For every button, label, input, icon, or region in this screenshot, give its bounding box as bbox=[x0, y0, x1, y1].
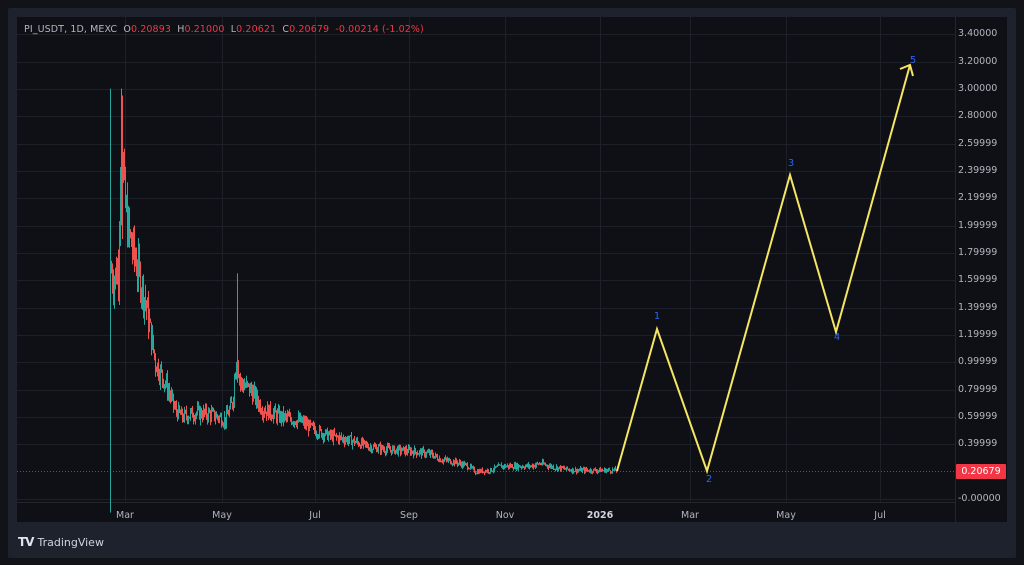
wave-label-4: 4 bbox=[833, 332, 841, 343]
change-value: -0.00214 (-1.02%) bbox=[335, 24, 424, 35]
wave-label-3: 3 bbox=[787, 158, 795, 169]
horizontal-gridlines bbox=[17, 34, 955, 500]
time-tick-label: Jul bbox=[309, 510, 321, 521]
price-tick-label: 0.59999 bbox=[958, 411, 998, 422]
price-tick-label: 2.19999 bbox=[958, 192, 998, 203]
candlestick-series bbox=[110, 88, 617, 513]
time-tick-label: Mar bbox=[116, 510, 134, 521]
price-tick-label: 3.20000 bbox=[958, 56, 998, 67]
time-tick-label: Sep bbox=[400, 510, 418, 521]
price-tick-label: 1.39999 bbox=[958, 302, 998, 313]
price-tick-label: 1.99999 bbox=[958, 220, 998, 231]
price-tick-label: 2.39999 bbox=[958, 165, 998, 176]
chart-panel[interactable] bbox=[17, 17, 1007, 522]
tradingview-branding[interactable]: TV TradingView bbox=[18, 535, 104, 549]
price-tick-label: 1.59999 bbox=[958, 274, 998, 285]
wave-label-2: 2 bbox=[705, 474, 713, 485]
price-tick-label: 1.79999 bbox=[958, 247, 998, 258]
open-label: O bbox=[123, 24, 131, 35]
time-tick-label: 2026 bbox=[586, 510, 614, 521]
price-tick-label: 2.80000 bbox=[958, 110, 998, 121]
tradingview-logo-icon: TV bbox=[18, 535, 35, 549]
current-price-tag: 0.20679 bbox=[956, 464, 1006, 479]
wave-label-5: 5 bbox=[909, 55, 917, 66]
price-tick-label: 3.00000 bbox=[958, 83, 998, 94]
tradingview-wordmark: TradingView bbox=[37, 535, 104, 549]
time-tick-label: Jul bbox=[874, 510, 886, 521]
time-tick-label: Nov bbox=[495, 510, 515, 521]
price-tick-label: 2.59999 bbox=[958, 138, 998, 149]
open-value: 0.20893 bbox=[131, 24, 171, 35]
price-tick-label: 0.79999 bbox=[958, 384, 998, 395]
arrowhead-icon bbox=[899, 63, 914, 77]
time-tick-label: May bbox=[212, 510, 232, 521]
wave-label-1: 1 bbox=[653, 311, 661, 322]
price-tick-label: 0.39999 bbox=[958, 438, 998, 449]
price-tick-label: 1.19999 bbox=[958, 329, 998, 340]
high-label: H bbox=[177, 24, 185, 35]
symbol-label[interactable]: PI_USDT, 1D, MEXC bbox=[24, 24, 118, 35]
low-value: 0.20621 bbox=[236, 24, 277, 35]
close-value: 0.20679 bbox=[289, 24, 330, 35]
price-tick-label: 0.99999 bbox=[958, 356, 998, 367]
close-label: C bbox=[282, 24, 290, 35]
ohlc-legend: PI_USDT, 1D, MEXC O0.20893 H0.21000 L0.2… bbox=[24, 24, 424, 35]
low-label: L bbox=[230, 24, 237, 35]
price-tick-label: 3.40000 bbox=[958, 28, 998, 39]
time-tick-label: Mar bbox=[681, 510, 699, 521]
time-tick-label: May bbox=[776, 510, 796, 521]
price-tick-label: -0.00000 bbox=[958, 493, 1001, 504]
high-value: 0.21000 bbox=[184, 24, 225, 35]
elliott-wave-line[interactable] bbox=[616, 64, 911, 475]
